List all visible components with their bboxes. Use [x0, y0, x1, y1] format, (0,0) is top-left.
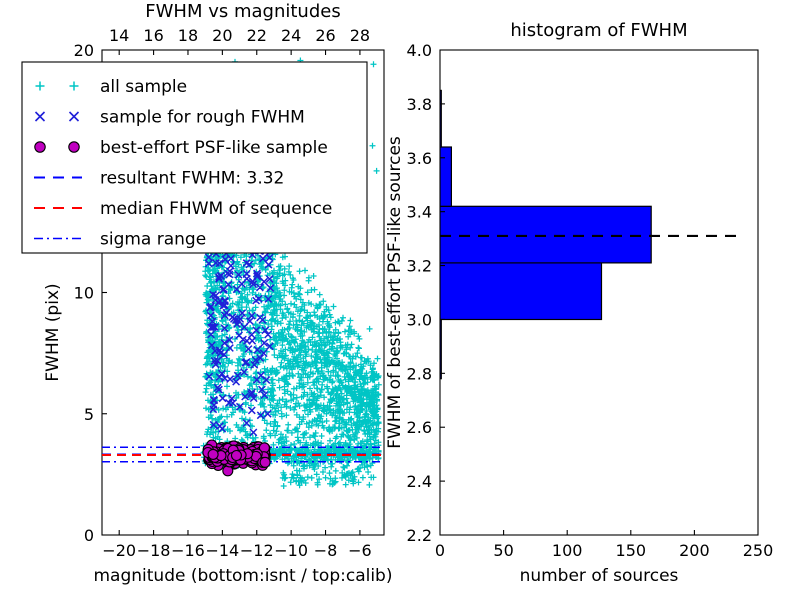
right-xtick-label: 150	[616, 541, 647, 560]
legend-cross-icon	[34, 111, 46, 122]
right-ytick-label: 3.8	[407, 95, 432, 114]
right-ytick-label: 4.0	[407, 41, 432, 60]
left-xaxis-label: magnitude (bottom:isnt / top:calib)	[94, 566, 393, 586]
right-ytick-label: 2.4	[407, 472, 432, 491]
left-xtick-bottom-label: −14	[205, 541, 239, 560]
right-ytick-label: 2.2	[407, 526, 432, 545]
legend-label-5: sigma range	[100, 230, 206, 250]
histogram-bar	[440, 318, 442, 380]
left-xtick-top-label: 28	[350, 26, 370, 45]
left-xtick-top-label: 20	[212, 26, 232, 45]
series-psf-sample	[202, 439, 271, 477]
left-ytick-label: 10	[74, 284, 94, 303]
left-xtick-bottom-label: −18	[137, 541, 171, 560]
left-xtick-top-label: 24	[281, 26, 301, 45]
left-xtick-bottom-label: −6	[348, 541, 372, 560]
right-xtick-label: 100	[552, 541, 583, 560]
right-panel-title: histogram of FWHM	[510, 20, 687, 41]
psf-point	[259, 456, 271, 468]
right-ytick-label: 3.2	[407, 257, 432, 276]
left-xtick-bottom-label: −16	[171, 541, 205, 560]
right-xaxis-label: number of sources	[520, 566, 679, 586]
right-xtick-label: 50	[493, 541, 513, 560]
legend-plus-icon	[69, 81, 79, 91]
left-scatter-layer	[102, 57, 384, 489]
legend-label-4: median FHWM of sequence	[100, 199, 332, 219]
legend	[21, 61, 368, 254]
right-xtick-label: 0	[435, 541, 445, 560]
left-xtick-top-label: 18	[178, 26, 198, 45]
legend-item-0[interactable]	[35, 81, 79, 91]
legend-label-0: all sample	[100, 77, 187, 97]
left-panel-title: FWHM vs magnitudes	[145, 1, 340, 22]
left-xtick-top-label: 22	[247, 26, 267, 45]
right-ytick-label: 3.0	[407, 310, 432, 329]
legend-circle-icon	[34, 141, 46, 153]
histogram-bar	[440, 205, 652, 264]
legend-plus-icon	[35, 81, 45, 91]
psf-point	[222, 465, 234, 477]
left-yaxis-label: FWHM (pix)	[43, 283, 63, 381]
legend-label-3: resultant FWHM: 3.32	[100, 169, 284, 189]
series-all-sample	[200, 57, 382, 489]
right-xtick-label: 250	[743, 541, 774, 560]
right-yaxis-label: FWHM of best-effort PSF-like sources	[385, 136, 405, 449]
left-xtick-bottom-label: −12	[240, 541, 274, 560]
right-ytick-label: 3.6	[407, 149, 432, 168]
legend-circle-icon	[68, 141, 80, 153]
left-xtick-top-label: 16	[143, 26, 163, 45]
left-ytick-label: 20	[74, 41, 94, 60]
legend-box	[21, 61, 368, 254]
left-xtick-top-label: 14	[109, 26, 129, 45]
psf-point	[230, 449, 243, 462]
left-xtick-bottom-label: −10	[274, 541, 308, 560]
legend-item-2[interactable]	[34, 141, 80, 153]
histogram-bar	[440, 262, 603, 321]
histogram-bar	[440, 89, 442, 148]
left-xtick-top-label: 26	[315, 26, 335, 45]
right-ytick-label: 2.8	[407, 364, 432, 383]
legend-label-2: best-effort PSF-like sample	[100, 138, 328, 158]
left-xtick-bottom-label: −8	[314, 541, 338, 560]
left-ytick-label: 0	[84, 526, 94, 545]
legend-cross-icon	[68, 111, 80, 122]
right-ytick-label: 2.6	[407, 418, 432, 437]
histogram-layer	[440, 89, 742, 380]
left-ytick-label: 5	[84, 405, 94, 424]
legend-item-1[interactable]	[34, 111, 80, 122]
left-xtick-bottom-label: −20	[102, 541, 136, 560]
right-ytick-label: 3.4	[407, 203, 432, 222]
psf-point	[207, 448, 219, 460]
legend-label-1: sample for rough FWHM	[100, 108, 305, 128]
right-xtick-label: 200	[679, 541, 710, 560]
right-panel	[439, 49, 759, 536]
histogram-bar	[440, 146, 452, 207]
